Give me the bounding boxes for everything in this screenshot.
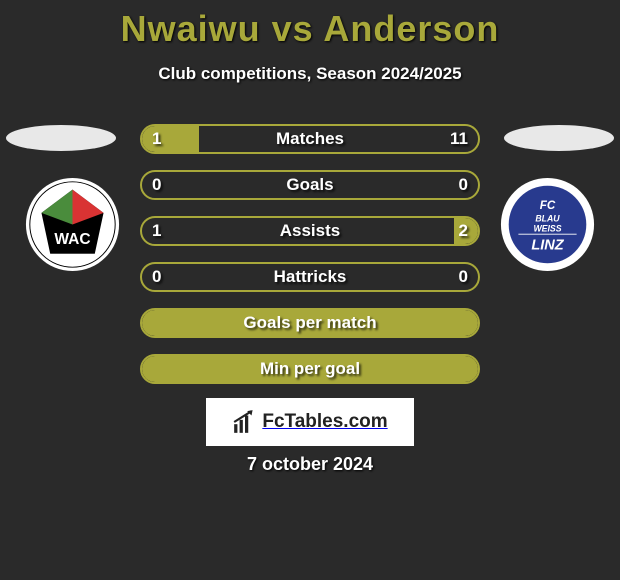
- stat-row-matches: 1 Matches 11: [140, 124, 480, 154]
- stat-row-goals: 0 Goals 0: [140, 170, 480, 200]
- branding-link[interactable]: FcTables.com: [206, 398, 414, 446]
- linz-logo-icon: FC BLAU WEISS LINZ: [499, 176, 596, 273]
- stat-label: Matches: [142, 126, 478, 152]
- fctables-icon: [232, 409, 258, 435]
- page-title: Nwaiwu vs Anderson: [0, 0, 620, 50]
- svg-text:WEISS: WEISS: [533, 223, 561, 233]
- svg-text:WAC: WAC: [54, 231, 90, 248]
- stat-row-mpg: Min per goal: [140, 354, 480, 384]
- stat-value-right: 0: [459, 172, 468, 198]
- stats-column: 1 Matches 11 0 Goals 0 1 Assists 2 0 Hat…: [140, 124, 480, 400]
- stat-value-right: 2: [459, 218, 468, 244]
- stat-label: Assists: [142, 218, 478, 244]
- player-photo-left: [6, 125, 116, 151]
- stat-row-hattricks: 0 Hattricks 0: [140, 262, 480, 292]
- club-badge-right: FC BLAU WEISS LINZ: [499, 176, 596, 271]
- stat-row-assists: 1 Assists 2: [140, 216, 480, 246]
- stat-label: Goals per match: [142, 310, 478, 336]
- subtitle: Club competitions, Season 2024/2025: [0, 64, 620, 84]
- stat-row-gpm: Goals per match: [140, 308, 480, 338]
- stat-label: Min per goal: [142, 356, 478, 382]
- club-badge-left: WAC: [24, 176, 121, 271]
- player-photo-right: [504, 125, 614, 151]
- wac-logo-icon: WAC: [24, 176, 121, 273]
- svg-text:LINZ: LINZ: [531, 238, 564, 254]
- comparison-infographic: Nwaiwu vs Anderson Club competitions, Se…: [0, 0, 620, 580]
- stat-value-right: 0: [459, 264, 468, 290]
- stat-label: Hattricks: [142, 264, 478, 290]
- branding-text: FcTables.com: [262, 411, 387, 433]
- stat-label: Goals: [142, 172, 478, 198]
- svg-text:BLAU: BLAU: [535, 214, 560, 224]
- stat-value-right: 11: [450, 126, 468, 152]
- svg-text:FC: FC: [540, 199, 556, 212]
- date-text: 7 october 2024: [0, 454, 620, 475]
